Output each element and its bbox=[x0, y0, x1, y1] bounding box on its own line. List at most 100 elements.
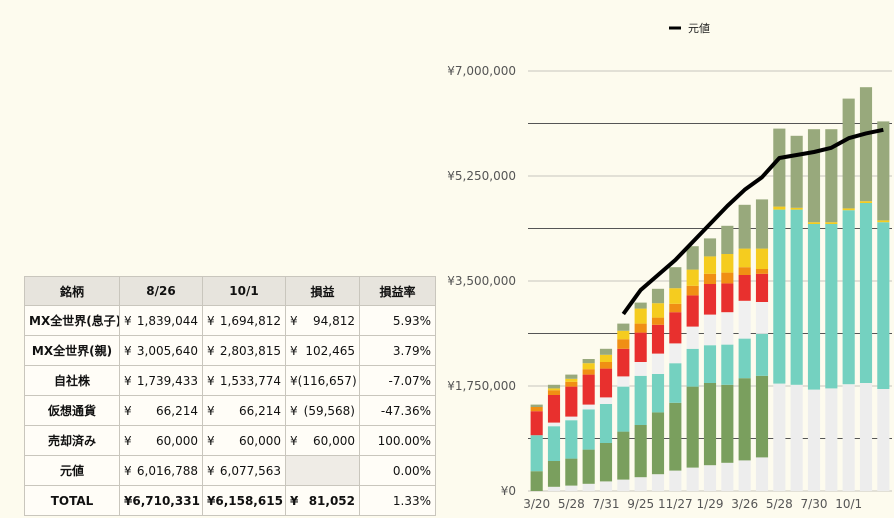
row-value-1: ¥66,214 bbox=[119, 395, 203, 426]
header-stock: 銘柄 bbox=[24, 276, 120, 306]
bar-segment bbox=[686, 269, 699, 286]
row-profit-loss: ¥ (116,657) bbox=[285, 365, 360, 396]
row-rate: 3.79% bbox=[359, 335, 436, 366]
bar-segment bbox=[790, 209, 803, 385]
bar-segment bbox=[703, 383, 717, 466]
bar-segment bbox=[530, 471, 543, 491]
bar-segment bbox=[703, 284, 717, 315]
bar-segment bbox=[877, 222, 890, 389]
bar-segment bbox=[582, 449, 595, 484]
x-tick-label: 5/28 bbox=[766, 497, 793, 511]
x-tick-label: 7/31 bbox=[593, 497, 620, 511]
bar-segment bbox=[773, 209, 786, 384]
bar-segment bbox=[721, 254, 734, 273]
x-tick-label: 5/28 bbox=[558, 497, 585, 511]
total-value-2: ¥6,158,615 bbox=[202, 485, 286, 516]
bar-segment bbox=[599, 362, 613, 369]
bar-segment bbox=[721, 272, 734, 284]
bar-segment bbox=[807, 222, 821, 224]
row-value-1: ¥6,016,788 bbox=[119, 455, 203, 486]
row-name: 自社株 bbox=[24, 365, 120, 396]
yen-symbol: ¥ bbox=[207, 313, 215, 328]
bar-segment bbox=[547, 486, 561, 491]
bar-segment bbox=[651, 412, 665, 475]
bar-segment bbox=[703, 345, 717, 383]
bar-segment bbox=[651, 317, 665, 325]
bar-segment bbox=[617, 479, 630, 491]
row-name: MX全世界(息子) bbox=[24, 305, 120, 336]
bar-segment bbox=[547, 461, 561, 487]
bar-segment bbox=[773, 383, 786, 491]
bar-segment bbox=[859, 203, 873, 383]
bar-segment bbox=[686, 285, 699, 296]
x-tick-label: 10/1 bbox=[835, 497, 862, 511]
bar-segment bbox=[721, 384, 734, 463]
bar-segment bbox=[547, 390, 561, 395]
legend-label: 元値 bbox=[688, 22, 710, 35]
bar-segment bbox=[669, 312, 682, 344]
bar-segment bbox=[617, 386, 630, 432]
row-name: 仮想通貨 bbox=[24, 395, 120, 426]
bar-segment bbox=[790, 384, 803, 491]
row-value-2: ¥2,803,815 bbox=[202, 335, 286, 366]
bar-segment bbox=[703, 273, 717, 284]
row-value-2: ¥6,077,563 bbox=[202, 455, 286, 486]
bar-segment bbox=[721, 225, 734, 254]
bar-segment bbox=[599, 348, 613, 355]
bar-segment bbox=[651, 288, 665, 304]
bar-segment bbox=[842, 208, 855, 211]
bar-segment bbox=[859, 383, 873, 491]
header-date-1: 8/26 bbox=[119, 276, 203, 306]
y-tick-label: ¥1,750,000 bbox=[447, 379, 516, 393]
bar-segment bbox=[721, 462, 734, 491]
bar-segment bbox=[634, 362, 647, 376]
bar-segment bbox=[686, 246, 699, 270]
bar-segment bbox=[634, 332, 647, 362]
bar-segment bbox=[825, 388, 838, 491]
row-name: 売却済み bbox=[24, 425, 120, 456]
bar-segment bbox=[859, 87, 873, 202]
row-value-2: ¥66,214 bbox=[202, 395, 286, 426]
bar-segment bbox=[807, 389, 821, 491]
bar-segment bbox=[565, 374, 578, 379]
y-tick-label: ¥7,000,000 bbox=[447, 64, 516, 78]
bar-segment bbox=[599, 404, 613, 443]
portfolio-table: 銘柄 8/26 10/1 損益 損益率 MX全世界(息子) ¥1,839,044… bbox=[24, 276, 436, 516]
bar-segment bbox=[859, 201, 873, 203]
bar-segment bbox=[669, 303, 682, 313]
row-rate: 0.00% bbox=[359, 455, 436, 486]
line-series bbox=[621, 127, 884, 316]
row-value-1: ¥1,839,044 bbox=[119, 305, 203, 336]
row-rate: -7.07% bbox=[359, 365, 436, 396]
row-value-1: ¥60,000 bbox=[119, 425, 203, 456]
bar-segment bbox=[686, 326, 699, 349]
yen-symbol: ¥ bbox=[290, 343, 298, 358]
row-rate: 100.00% bbox=[359, 425, 436, 456]
bar-segment bbox=[686, 386, 699, 468]
yen-symbol: ¥ bbox=[124, 373, 132, 388]
bar-segment bbox=[547, 388, 561, 391]
bar-segment bbox=[669, 363, 682, 403]
row-profit-loss: ¥94,812 bbox=[285, 305, 360, 336]
total-rate: 1.33% bbox=[359, 485, 436, 516]
bar-segment bbox=[755, 375, 769, 458]
bar-segment bbox=[669, 267, 682, 289]
bar-segment bbox=[738, 338, 751, 379]
bar-segment bbox=[582, 409, 595, 450]
yen-symbol: ¥ bbox=[207, 403, 215, 418]
bar-segment bbox=[755, 302, 769, 334]
bar-segment bbox=[669, 402, 682, 471]
bar-segment bbox=[669, 343, 682, 364]
bar-segment bbox=[738, 248, 751, 268]
bar-segment bbox=[634, 477, 647, 491]
bar-segment bbox=[877, 121, 890, 221]
bar-segment bbox=[617, 348, 630, 377]
bar-segment bbox=[825, 224, 838, 389]
bar-segment bbox=[721, 312, 734, 345]
row-value-1: ¥1,739,433 bbox=[119, 365, 203, 396]
yen-symbol: ¥ bbox=[124, 403, 132, 418]
bar-segment bbox=[825, 129, 838, 223]
bar-segment bbox=[651, 374, 665, 413]
bar-segment bbox=[582, 483, 595, 491]
bar-segment bbox=[582, 369, 595, 375]
